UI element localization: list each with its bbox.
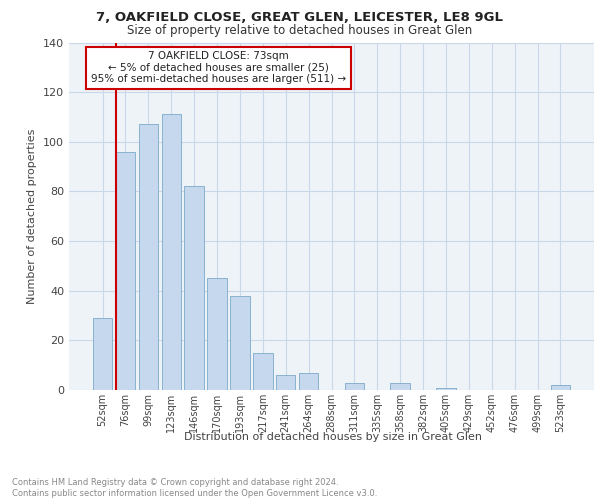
Bar (116, 152, 135, 390)
Text: Contains HM Land Registry data © Crown copyright and database right 2024.
Contai: Contains HM Land Registry data © Crown c… (12, 478, 377, 498)
Bar (230, 296, 250, 390)
Bar (208, 278, 227, 390)
Text: Size of property relative to detached houses in Great Glen: Size of property relative to detached ho… (127, 24, 473, 37)
Bar (93, 318, 112, 390)
Bar (184, 186, 204, 390)
Y-axis label: Number of detached properties: Number of detached properties (28, 128, 37, 304)
Text: 7, OAKFIELD CLOSE, GREAT GLEN, LEICESTER, LE8 9GL: 7, OAKFIELD CLOSE, GREAT GLEN, LEICESTER… (97, 11, 503, 24)
Bar (391, 382, 410, 390)
Bar (551, 385, 570, 390)
Bar (253, 353, 272, 390)
Bar (436, 388, 455, 390)
Bar (139, 124, 158, 390)
Bar (161, 114, 181, 390)
Bar (299, 372, 319, 390)
Text: 7 OAKFIELD CLOSE: 73sqm
← 5% of detached houses are smaller (25)
95% of semi-det: 7 OAKFIELD CLOSE: 73sqm ← 5% of detached… (91, 51, 346, 84)
Bar (344, 382, 364, 390)
Text: Distribution of detached houses by size in Great Glen: Distribution of detached houses by size … (184, 432, 482, 442)
Bar (276, 375, 295, 390)
